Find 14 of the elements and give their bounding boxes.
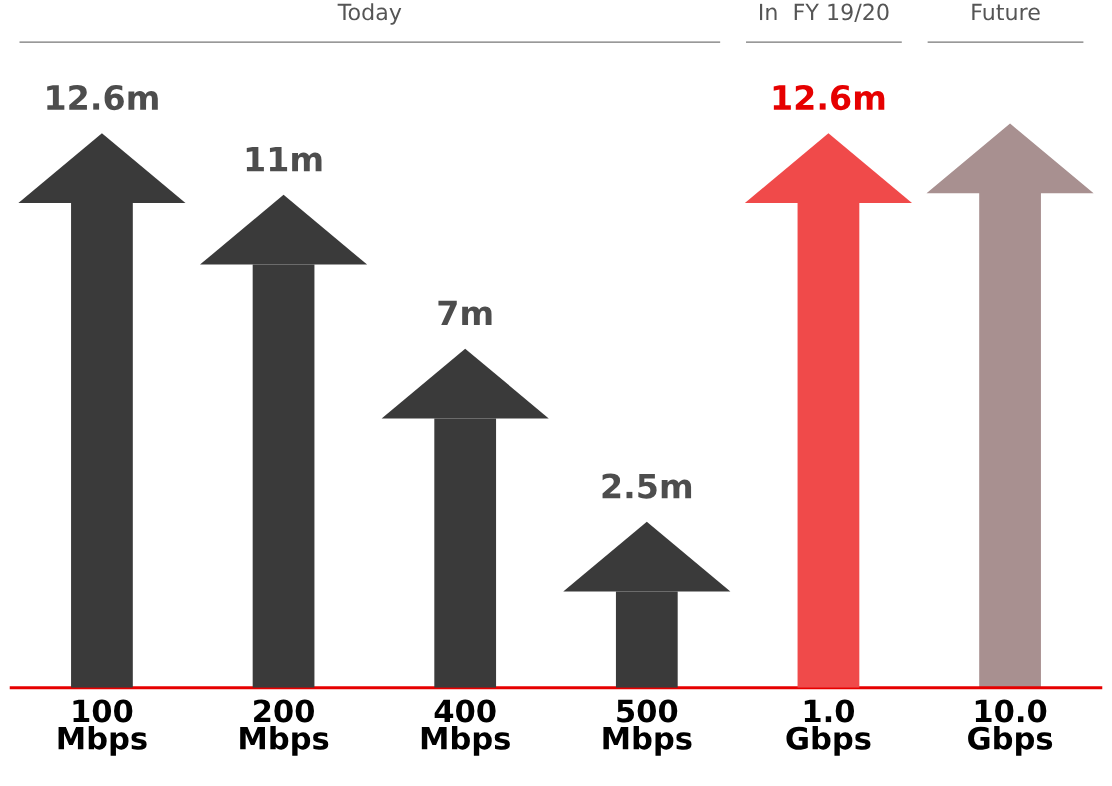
data-label: 12.6m — [47, 84, 158, 111]
text: Future — [972, 3, 1040, 21]
data-label: 7m — [438, 300, 492, 326]
x-tick-label: 10.0 Gbps — [968, 699, 1053, 756]
data-label: 12.6m — [773, 84, 885, 111]
text: Today — [337, 3, 402, 25]
x-tick-label: 400 Mbps — [421, 699, 510, 756]
x-tick-label: 100 Mbps — [58, 699, 147, 756]
x-tick-label: 1.0 Gbps — [786, 699, 871, 756]
x-tick-label: 200 Mbps — [240, 699, 329, 756]
data-label: 11m — [246, 146, 322, 172]
x-tick-label: 500 Mbps — [603, 699, 692, 756]
text: In FY 19/20 — [759, 3, 889, 23]
data-label: 2.5m — [602, 473, 692, 499]
